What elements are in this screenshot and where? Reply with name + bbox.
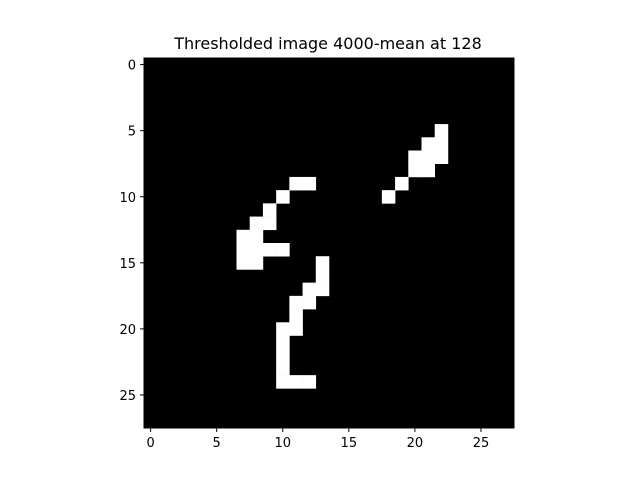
y-tick-label: 10: [119, 191, 136, 206]
white-pixel: [434, 137, 449, 151]
white-pixel: [262, 243, 277, 257]
x-axis: 0 5 10 15 20 25: [146, 428, 489, 451]
x-tick-label: 5: [213, 436, 221, 451]
x-tick-label: 0: [146, 436, 154, 451]
white-pixel: [302, 375, 317, 389]
white-pixel: [276, 322, 290, 336]
white-pixel: [276, 375, 290, 389]
x-tick-label: 25: [473, 436, 490, 451]
white-pixel: [289, 375, 303, 389]
x-tick-label: 10: [274, 436, 291, 451]
white-pixel: [249, 229, 264, 244]
white-pixel: [262, 216, 277, 231]
white-pixel: [276, 335, 290, 350]
y-tick-label: 15: [119, 257, 136, 272]
white-pixel: [421, 137, 436, 151]
white-pixel: [315, 282, 330, 297]
white-pixel: [276, 361, 290, 376]
image-background: [144, 58, 514, 428]
y-tick-label: 25: [119, 389, 136, 404]
white-pixel: [289, 176, 303, 191]
white-pixel: [236, 229, 251, 244]
white-pixel: [236, 243, 251, 257]
white-pixel: [395, 176, 409, 191]
white-pixel: [434, 124, 449, 138]
x-tick-label: 15: [341, 436, 358, 451]
white-pixel: [302, 176, 317, 191]
white-pixel: [302, 295, 317, 310]
white-pixel: [236, 256, 251, 270]
white-pixel: [434, 150, 449, 165]
white-pixel: [408, 150, 422, 165]
white-pixel: [421, 163, 436, 178]
white-pixel: [289, 309, 303, 323]
y-tick-label: 0: [128, 59, 136, 74]
white-pixel: [289, 322, 303, 336]
white-pixel: [249, 216, 264, 231]
y-tick-label: 5: [128, 125, 136, 140]
white-pixel: [289, 295, 303, 310]
chart-title: Thresholded image 4000-mean at 128: [173, 34, 482, 53]
white-pixel: [276, 348, 290, 363]
white-pixel: [249, 256, 264, 270]
white-pixel: [421, 150, 436, 165]
white-pixel: [249, 243, 264, 257]
white-pixel: [302, 282, 317, 297]
white-pixel: [315, 256, 330, 270]
white-pixel: [381, 190, 396, 204]
white-pixel-layer: [236, 124, 449, 389]
y-tick-label: 20: [119, 323, 136, 338]
white-pixel: [408, 163, 422, 178]
x-tick-label: 20: [407, 436, 424, 451]
white-pixel: [315, 269, 330, 283]
white-pixel: [262, 203, 277, 217]
y-axis: 0 5 10 15 20 25: [119, 59, 144, 404]
white-pixel: [276, 243, 290, 257]
axes-frame: [143, 57, 515, 429]
white-pixel: [276, 190, 290, 204]
